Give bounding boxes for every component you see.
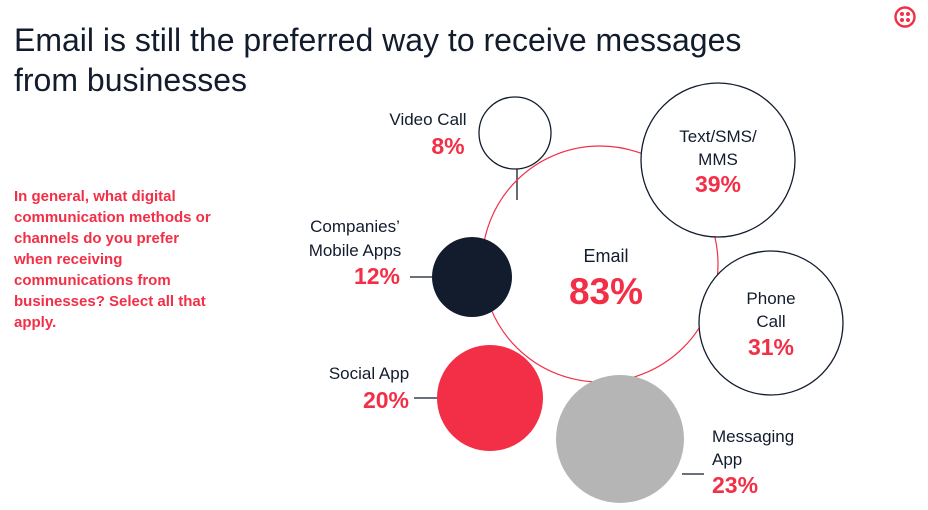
social-app-label: Social App (329, 364, 409, 383)
phone-call-label: Phone (746, 289, 795, 308)
social-app-value: 20% (363, 387, 409, 413)
video-call-bubble (478, 96, 552, 170)
twilio-logo-icon (894, 6, 916, 28)
messaging-app-value: 23% (712, 472, 758, 498)
phone-call-label: Call (756, 312, 785, 331)
messaging-app-bubble (556, 375, 684, 503)
companies-mobile-apps-bubble (432, 237, 512, 317)
phone-call-bubble (698, 250, 844, 396)
page-title: Email is still the preferred way to rece… (14, 20, 834, 100)
companies-mobile-apps-value: 12% (354, 263, 400, 289)
social-app-bubble (437, 345, 543, 451)
companies-mobile-apps-label: Mobile Apps (309, 241, 402, 260)
text-sms-mms-bubble (640, 82, 796, 238)
email-label: Email (583, 246, 628, 266)
video-call-value: 8% (431, 133, 464, 159)
phone-call-value: 31% (748, 334, 794, 360)
title-line-1: Email is still the preferred way to rece… (14, 22, 742, 58)
messaging-app-label: Messaging (712, 427, 794, 446)
text-sms-mms-label: MMS (698, 150, 738, 169)
title-line-2: from businesses (14, 62, 247, 98)
email-value: 83% (569, 271, 643, 312)
text-sms-mms-label: Text/SMS/ (679, 127, 757, 146)
survey-question: In general, what digital communication m… (14, 188, 211, 331)
video-call-label: Video Call (389, 110, 466, 129)
text-sms-mms-value: 39% (695, 171, 741, 197)
messaging-app-label: App (712, 450, 742, 469)
companies-mobile-apps-label: Companies’ (310, 217, 400, 236)
